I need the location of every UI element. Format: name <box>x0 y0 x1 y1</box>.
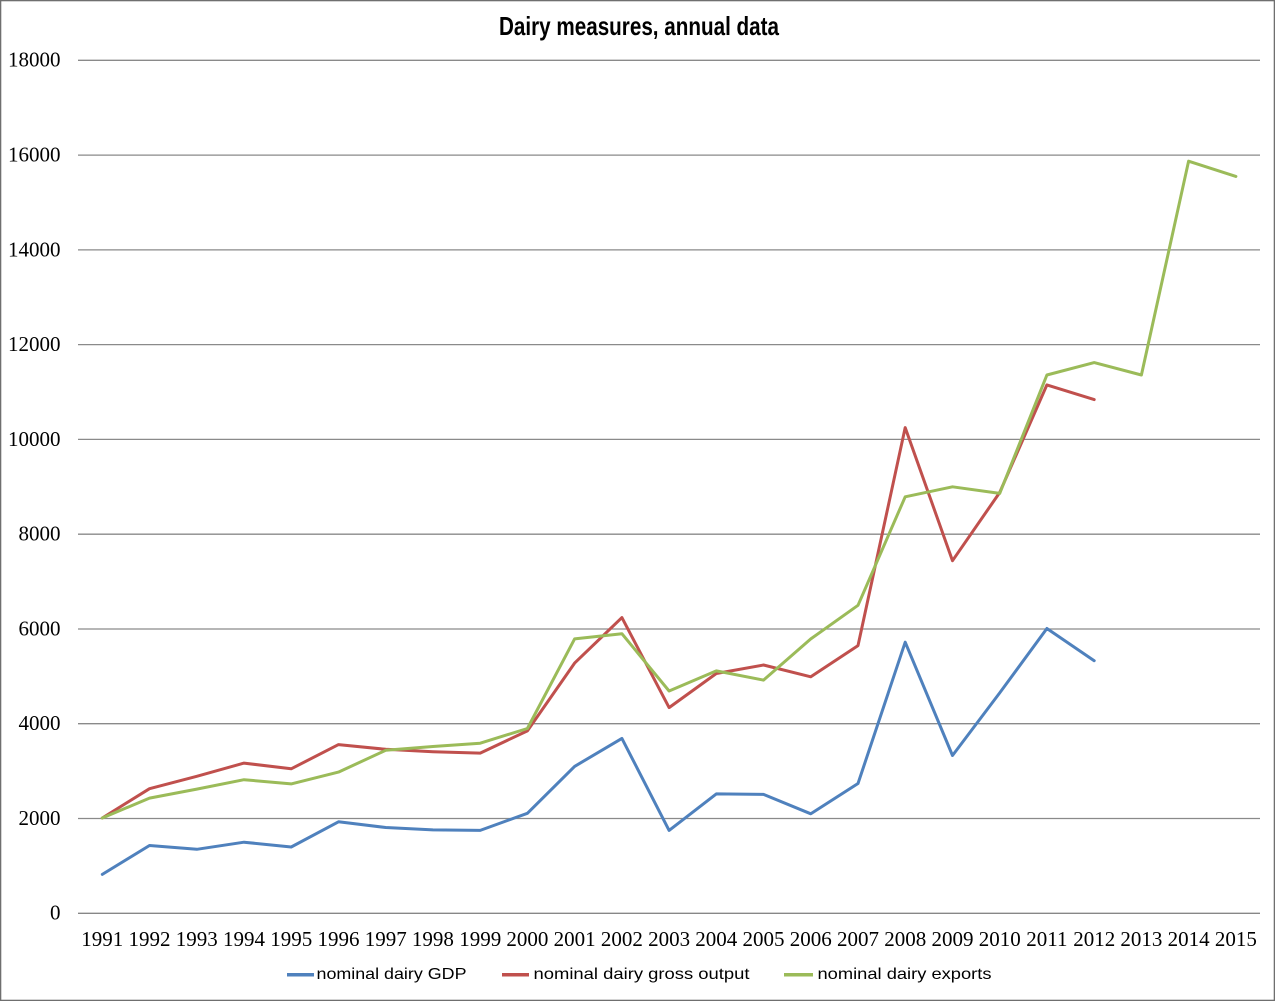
svg-text:1998: 1998 <box>412 927 454 951</box>
svg-text:2004: 2004 <box>695 927 738 951</box>
svg-text:2006: 2006 <box>790 927 832 951</box>
svg-text:nominal dairy exports: nominal dairy exports <box>818 966 992 983</box>
svg-text:1995: 1995 <box>270 927 312 951</box>
svg-text:10000: 10000 <box>8 427 61 451</box>
svg-text:1991: 1991 <box>81 927 123 951</box>
svg-text:1992: 1992 <box>129 927 171 951</box>
svg-text:Dairy measures, annual data: Dairy measures, annual data <box>499 11 779 41</box>
svg-text:0: 0 <box>50 901 61 925</box>
svg-text:2013: 2013 <box>1120 927 1162 951</box>
svg-text:nominal dairy gross output: nominal dairy gross output <box>534 966 751 983</box>
svg-text:8000: 8000 <box>19 522 61 546</box>
svg-text:2007: 2007 <box>837 927 879 951</box>
svg-text:2002: 2002 <box>601 927 643 951</box>
svg-text:2012: 2012 <box>1073 927 1115 951</box>
svg-text:14000: 14000 <box>8 237 61 261</box>
svg-text:2001: 2001 <box>554 927 596 951</box>
svg-text:12000: 12000 <box>8 332 61 356</box>
svg-text:1996: 1996 <box>318 927 360 951</box>
svg-text:18000: 18000 <box>8 48 61 72</box>
svg-text:2000: 2000 <box>506 927 548 951</box>
svg-text:4000: 4000 <box>19 711 61 735</box>
svg-text:2000: 2000 <box>19 806 61 830</box>
svg-text:nominal dairy GDP: nominal dairy GDP <box>317 966 467 983</box>
svg-text:16000: 16000 <box>8 143 61 167</box>
svg-text:2015: 2015 <box>1215 927 1257 951</box>
svg-text:2005: 2005 <box>743 927 785 951</box>
svg-text:2010: 2010 <box>979 927 1021 951</box>
svg-text:1997: 1997 <box>365 927 407 951</box>
svg-text:6000: 6000 <box>19 616 61 640</box>
svg-text:2009: 2009 <box>932 927 974 951</box>
svg-text:2008: 2008 <box>884 927 926 951</box>
svg-text:1999: 1999 <box>459 927 501 951</box>
svg-text:2011: 2011 <box>1026 927 1067 951</box>
svg-text:1993: 1993 <box>176 927 218 951</box>
svg-text:1994: 1994 <box>223 927 266 951</box>
svg-text:2003: 2003 <box>648 927 690 951</box>
svg-text:2014: 2014 <box>1168 927 1211 951</box>
